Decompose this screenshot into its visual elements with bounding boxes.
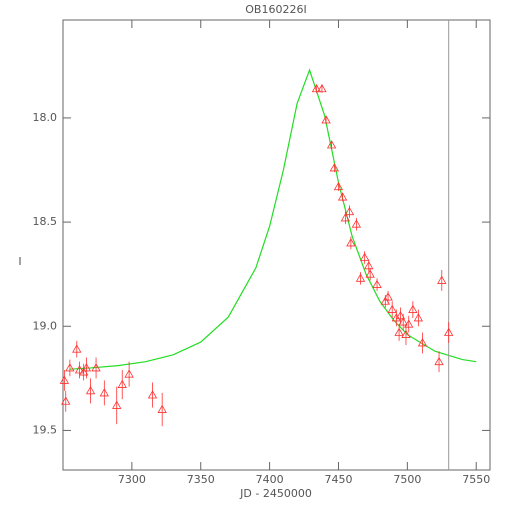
data-point (380, 296, 391, 305)
data-point (74, 365, 85, 374)
data-point (344, 206, 355, 216)
data-point (85, 386, 96, 395)
data-point (147, 390, 158, 399)
plot-frame (62, 19, 491, 471)
data-point (78, 367, 89, 376)
data-point (387, 304, 397, 313)
data-point (383, 292, 393, 301)
data-point (398, 317, 408, 326)
data-point (326, 140, 337, 149)
y-tick-label: 18.0 (33, 111, 58, 124)
data-point (333, 181, 344, 191)
data-point (321, 115, 331, 124)
x-tick-label: 7500 (393, 473, 421, 486)
data-point (434, 356, 444, 366)
data-point (59, 375, 70, 384)
data-point (329, 163, 340, 172)
data-point (72, 344, 82, 353)
data-point (401, 329, 411, 338)
y-tick-label: 18.5 (33, 215, 58, 228)
y-tick-label: 19.5 (33, 423, 58, 436)
data-point (317, 83, 327, 93)
data-point (311, 83, 322, 93)
data-point (65, 363, 75, 372)
data-point (413, 313, 424, 322)
data-point (124, 369, 134, 378)
data-point (391, 313, 402, 322)
y-tick-label: 19.0 (33, 319, 58, 332)
x-axis-label: JD - 2450000 (239, 487, 312, 500)
data-point (404, 319, 414, 328)
data-point (365, 269, 375, 278)
chart-title: OB160226I (245, 3, 306, 16)
data-point (437, 275, 447, 284)
data-point (417, 338, 428, 347)
data-point (359, 252, 370, 261)
data-point (443, 327, 454, 336)
model-curve (69, 68, 477, 370)
data-point (355, 273, 366, 282)
data-point (112, 400, 122, 409)
data-point (91, 363, 101, 372)
data-point (346, 238, 356, 247)
data-point (351, 219, 362, 228)
data-point (61, 396, 71, 405)
data-point (364, 261, 374, 270)
x-tick-label: 7300 (118, 473, 146, 486)
y-axis-label: I (18, 255, 21, 268)
data-point (117, 379, 127, 388)
x-tick-label: 7450 (324, 473, 352, 486)
data-point (337, 192, 348, 201)
data-point (408, 304, 418, 313)
data-point (372, 279, 382, 288)
data-point (340, 213, 351, 222)
data-point (99, 388, 110, 397)
data-point (81, 363, 92, 372)
data-point (395, 311, 406, 320)
x-tick-label: 7400 (256, 473, 284, 486)
data-point (157, 404, 167, 413)
x-tick-label: 7550 (462, 473, 490, 486)
x-tick-label: 7350 (187, 473, 215, 486)
data-point (394, 327, 404, 336)
